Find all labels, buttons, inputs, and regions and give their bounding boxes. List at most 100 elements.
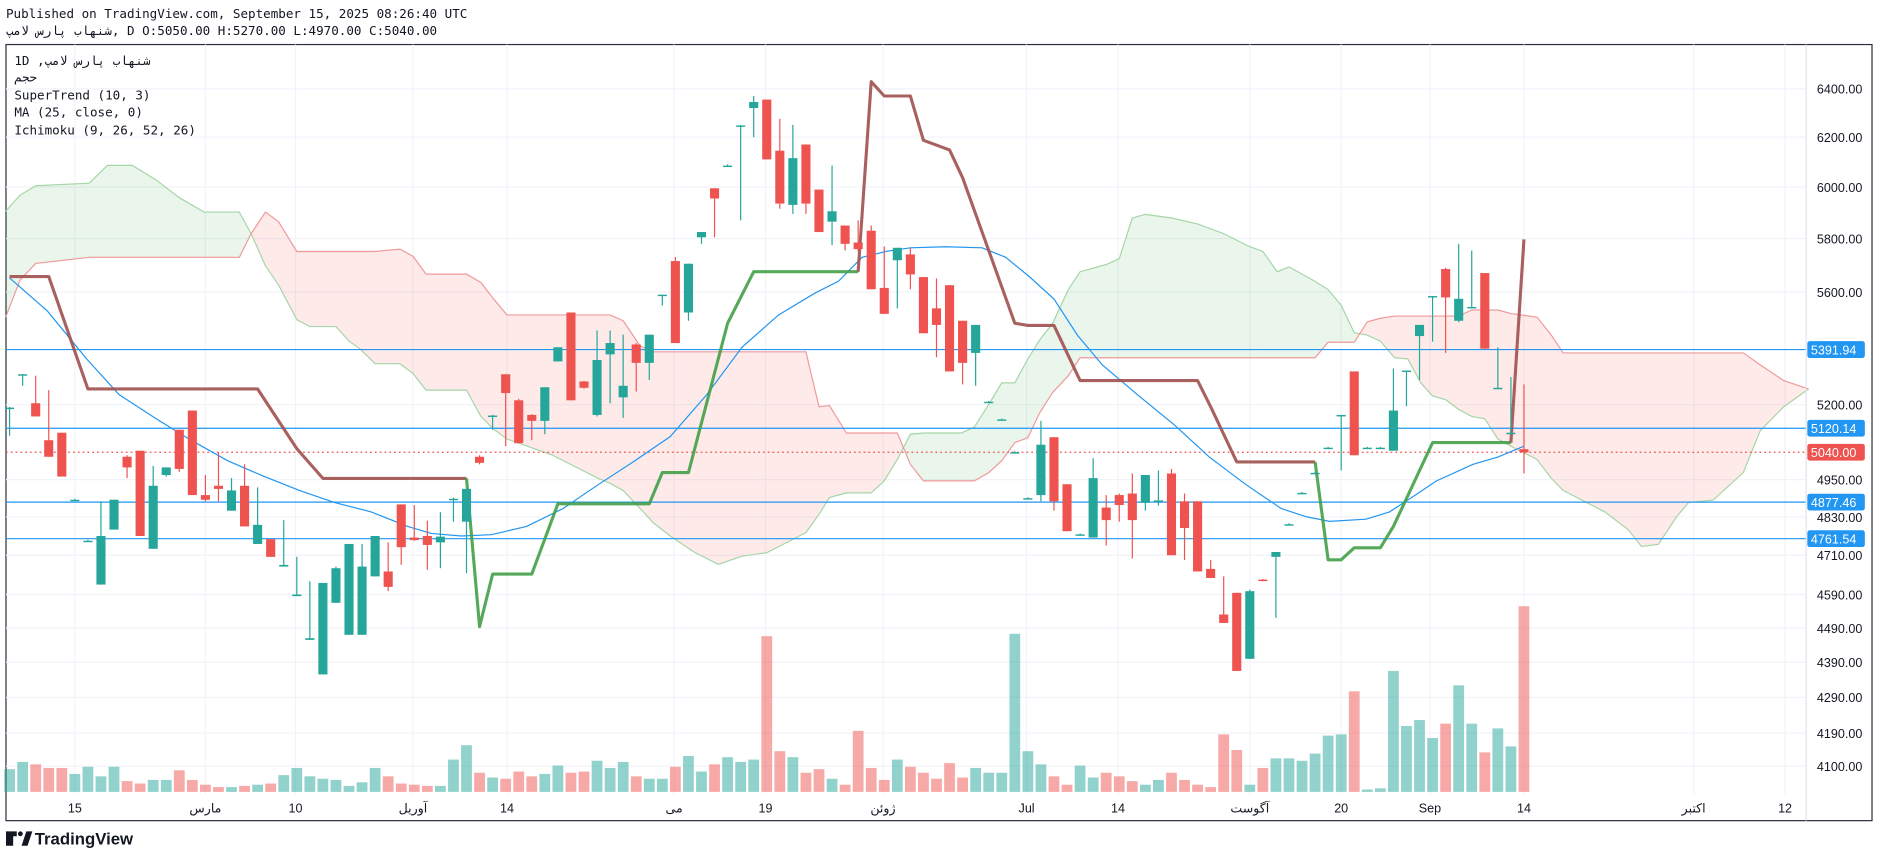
candle-body xyxy=(1519,449,1529,453)
cloud-segment-bearish xyxy=(694,351,719,565)
volume-bar xyxy=(1388,670,1399,792)
cloud-segment-bearish xyxy=(1743,352,1761,473)
candle-body xyxy=(44,440,54,457)
volume-bar xyxy=(918,772,929,792)
cloud-segment-bearish xyxy=(359,251,376,364)
volume-bar xyxy=(552,765,564,792)
volume-bar xyxy=(421,785,433,792)
price-line-label: 5120.14 xyxy=(1811,422,1856,436)
time-tick-label: می xyxy=(665,801,682,815)
candle-body xyxy=(1297,492,1307,495)
volume-bar xyxy=(1244,784,1256,792)
time-tick-label: Jul xyxy=(1019,801,1035,815)
candle-body xyxy=(1101,507,1111,521)
candle-body xyxy=(83,540,93,543)
cloud-segment-bullish xyxy=(1171,218,1198,358)
volume-bar xyxy=(800,772,812,792)
candle-body xyxy=(1467,306,1477,309)
volume-bar xyxy=(1231,749,1243,792)
candle-body xyxy=(905,254,915,275)
candle-body xyxy=(488,415,498,417)
candle-body xyxy=(1388,410,1398,451)
volume-bar xyxy=(761,636,773,792)
cloud-segment-bullish xyxy=(923,433,962,481)
candle xyxy=(1101,495,1111,546)
candle-body xyxy=(1401,370,1412,372)
legend-ichimoku[interactable]: Ichimoku (9, 26, 52, 26) xyxy=(14,122,196,137)
volume-bar xyxy=(1322,735,1334,792)
cloud-segment-bearish xyxy=(1604,352,1629,530)
candle xyxy=(200,475,210,502)
candle xyxy=(1206,560,1216,579)
supertrend-up-segment xyxy=(1313,441,1511,562)
cloud-segment-bullish xyxy=(1039,323,1053,413)
cloud-segment-bearish xyxy=(412,256,427,391)
time-tick-label: آگوست xyxy=(1230,800,1269,816)
candle-body xyxy=(644,334,654,363)
candle xyxy=(1075,533,1085,536)
price-axis[interactable]: 6400.00 6200.00 6000.00 5800.00 5600.00 5200.… xyxy=(1807,83,1865,774)
volume-bar xyxy=(330,779,342,792)
candle-body xyxy=(840,225,850,244)
volume-bar xyxy=(1335,734,1347,792)
candle-body xyxy=(1441,269,1451,298)
candle-body xyxy=(1258,579,1268,582)
candle-body xyxy=(984,401,994,404)
time-tick-label: 14 xyxy=(1517,801,1531,815)
cloud-segment-bearish xyxy=(426,274,467,391)
candle xyxy=(683,263,693,321)
volume-bar xyxy=(630,776,642,792)
horizontal-lines[interactable] xyxy=(5,348,1807,540)
candle xyxy=(997,418,1007,421)
volume-bar xyxy=(43,767,55,792)
candle xyxy=(253,487,263,544)
candle-body xyxy=(305,638,315,640)
volume-bar xyxy=(160,779,172,792)
volume-bar xyxy=(1139,784,1151,792)
cloud-segment-bullish xyxy=(1197,223,1224,358)
volume-bar xyxy=(1009,633,1021,792)
cloud-segment-bullish xyxy=(1027,339,1040,438)
legend-ma[interactable]: MA (25, close, 0) xyxy=(14,104,143,119)
candle-body xyxy=(161,467,171,476)
volume-bar xyxy=(226,787,237,792)
candle-body xyxy=(566,312,576,401)
volume-bar xyxy=(735,761,747,792)
published-caption: Published on TradingView.com, September … xyxy=(6,6,467,21)
candle-body xyxy=(448,498,459,501)
candle xyxy=(409,505,419,541)
volume-bar xyxy=(1361,789,1373,792)
volume-bar xyxy=(1414,720,1425,792)
volume-bar xyxy=(1427,738,1438,792)
volume-bar xyxy=(134,783,146,792)
tradingview-logo[interactable]: TradingView xyxy=(5,830,134,849)
candle xyxy=(1323,446,1333,450)
time-axis[interactable]: 15 مارس 10 آوریل 14 می 19 ژوئن Jul 14 آگوست 20 Sep 14… xyxy=(68,800,1792,816)
candle-body xyxy=(827,211,837,222)
volume-bar xyxy=(1153,779,1164,792)
chart-pane[interactable]: 6400.00 6200.00 6000.00 5800.00 5600.00 5200.… xyxy=(4,43,1873,822)
cloud-segment-bullish xyxy=(1014,358,1028,443)
cloud-segment-bullish xyxy=(1288,266,1316,358)
volume-bar xyxy=(304,776,316,792)
candle-body xyxy=(762,99,772,160)
candle xyxy=(1179,493,1190,561)
legend-symbol[interactable]: 1D ,پمال سراپ باهنش xyxy=(14,53,151,69)
cloud-segment-bearish xyxy=(493,299,507,440)
tradingview-logo-text: TradingView xyxy=(35,830,134,849)
volume-bar xyxy=(1061,784,1073,792)
volume-bar xyxy=(82,766,94,792)
legend-volume[interactable]: مجح xyxy=(14,70,37,86)
cloud-segment-bearish xyxy=(1658,352,1677,545)
candle xyxy=(892,247,902,309)
volume-bar xyxy=(1283,758,1295,792)
candle xyxy=(592,330,602,417)
candle-body xyxy=(696,232,707,238)
candle xyxy=(905,247,915,290)
cloud-segment-bullish xyxy=(1001,382,1015,461)
volume-bar xyxy=(774,751,786,792)
legend-supertrend[interactable]: SuperTrend (10, 3) xyxy=(14,88,150,103)
candle xyxy=(435,512,445,569)
volume-bar xyxy=(787,757,799,792)
